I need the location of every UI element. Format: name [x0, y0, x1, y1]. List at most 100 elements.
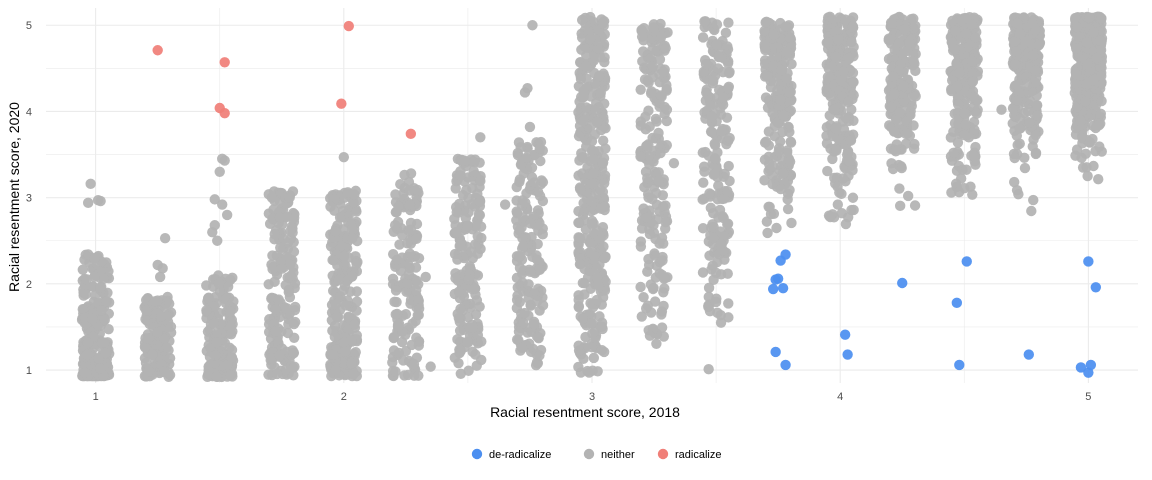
data-point-neither [588, 146, 600, 157]
data-point-neither [284, 259, 296, 270]
data-point-neither [889, 44, 900, 55]
data-point-neither [585, 247, 596, 258]
data-point-neither [576, 152, 588, 163]
data-point-neither [327, 254, 338, 266]
data-point-neither [775, 183, 786, 195]
data-point-neither [1093, 120, 1105, 131]
data-point-neither [532, 238, 543, 250]
data-point-neither [330, 226, 341, 237]
data-point-neither [658, 287, 669, 298]
data-point-neither [222, 281, 234, 292]
data-point-neither [334, 212, 346, 223]
data-point-neither [270, 326, 282, 337]
data-point-neither [710, 296, 722, 308]
data-point-neither [886, 18, 898, 29]
data-point-neither [330, 299, 341, 310]
data-point-neither [573, 294, 584, 306]
data-point-neither [1014, 138, 1025, 149]
data-point-de-radicalize [842, 349, 853, 360]
data-point-neither [1010, 59, 1021, 70]
data-point-neither [960, 119, 971, 130]
data-point-neither [706, 110, 717, 122]
data-point-neither [391, 206, 402, 218]
data-point-neither [81, 274, 92, 285]
data-point-neither [288, 348, 299, 359]
data-point-neither [768, 60, 779, 72]
data-point-neither [351, 296, 363, 307]
data-point-neither [225, 321, 237, 332]
y-tick-label: 3 [26, 193, 32, 205]
data-point-neither [204, 351, 216, 363]
data-point-neither [472, 231, 483, 242]
data-point-neither [948, 147, 959, 159]
legend-key-de-radicalize [471, 448, 483, 460]
data-point-neither [351, 258, 362, 270]
data-point-neither [894, 183, 905, 194]
data-point-neither [101, 296, 112, 307]
data-point-neither [534, 143, 545, 154]
data-point-neither [831, 145, 842, 156]
legend-label-neither: neither [601, 449, 635, 461]
data-point-neither [1084, 137, 1096, 148]
data-point-neither [453, 286, 465, 297]
data-point-neither [584, 34, 596, 45]
data-point-neither [450, 183, 461, 194]
data-point-neither [89, 253, 100, 264]
data-point-neither [714, 204, 726, 216]
data-point-neither [211, 371, 222, 382]
data-point-neither [840, 112, 851, 123]
data-point-neither [647, 193, 658, 205]
data-point-neither [777, 126, 788, 138]
data-point-neither [209, 194, 220, 205]
data-point-neither [453, 312, 465, 324]
data-point-neither [96, 305, 107, 316]
data-point-neither [270, 304, 281, 315]
data-point-neither [411, 233, 422, 245]
data-point-neither [1094, 35, 1106, 46]
data-point-neither [635, 151, 646, 162]
data-point-neither [762, 227, 773, 239]
data-point-neither [1022, 106, 1034, 117]
data-point-neither [1031, 99, 1043, 111]
data-point-neither [653, 127, 664, 139]
data-point-neither [773, 146, 784, 157]
data-point-neither [389, 219, 401, 231]
data-point-neither [598, 135, 609, 146]
data-point-neither [525, 266, 536, 278]
data-point-neither [784, 32, 796, 43]
data-point-neither [776, 155, 788, 166]
data-point-neither [782, 194, 793, 205]
data-point-neither [971, 108, 982, 119]
x-axis-title: Racial resentment score, 2018 [490, 404, 680, 420]
data-point-de-radicalize [767, 283, 779, 295]
data-point-neither [697, 223, 709, 234]
data-point-neither [391, 296, 402, 308]
data-point-neither [471, 295, 483, 306]
data-point-neither [413, 252, 425, 264]
data-point-neither [152, 327, 163, 338]
legend-key-radicalize [657, 448, 669, 460]
data-point-neither [334, 241, 346, 252]
data-point-neither [715, 102, 726, 114]
data-point-neither [410, 262, 422, 273]
data-point-neither [412, 293, 424, 304]
data-point-neither [952, 80, 963, 92]
data-point-neither [847, 192, 859, 203]
data-point-neither [474, 196, 486, 207]
data-point-neither [273, 294, 284, 305]
data-point-neither [635, 281, 646, 293]
data-point-neither [706, 126, 717, 138]
data-point-neither [595, 184, 606, 195]
data-point-neither [523, 293, 534, 304]
data-point-neither [95, 363, 106, 374]
data-point-neither [1019, 36, 1031, 47]
data-point-neither [1021, 79, 1033, 91]
data-point-neither [1007, 103, 1019, 114]
data-point-neither [1077, 133, 1088, 144]
x-tick-label: 4 [837, 391, 843, 403]
data-point-neither [573, 217, 584, 228]
data-point-neither [350, 346, 361, 358]
data-point-neither [586, 219, 598, 230]
data-point-neither [347, 368, 359, 380]
data-point-neither [410, 285, 422, 296]
